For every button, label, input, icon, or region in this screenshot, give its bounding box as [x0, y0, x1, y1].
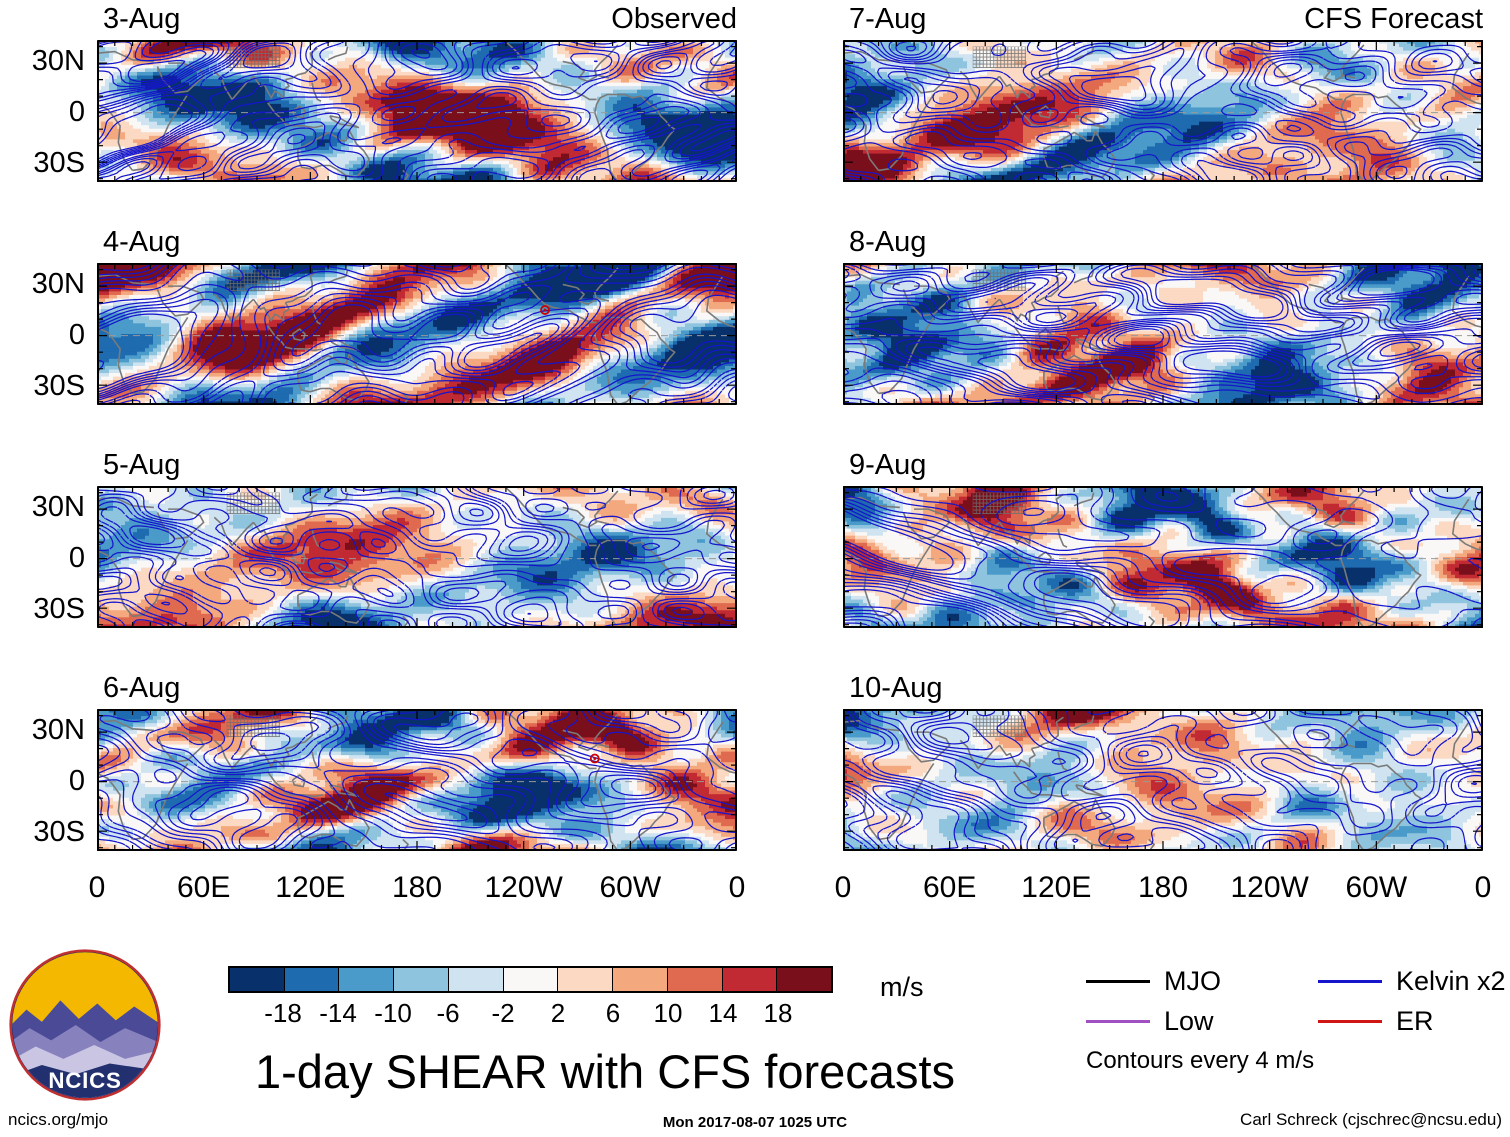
map-panel-5-aug — [97, 486, 737, 628]
contour-legend: MJO Kelvin x2 Low ER Contours every 4 m/s — [1086, 966, 1510, 1075]
legend-line-icon — [1318, 1019, 1382, 1024]
legend-line-icon — [1086, 979, 1150, 984]
map-panel-8-aug — [843, 263, 1483, 405]
legend-entry-mjo: MJO — [1086, 966, 1318, 997]
y-axis-label-0: 0 — [68, 541, 85, 574]
legend-contour-note: Contours every 4 m/s — [1086, 1047, 1315, 1074]
x-axis-label-1-5: 60W — [1345, 871, 1408, 904]
x-axis-label-0-5: 60W — [599, 871, 662, 904]
legend-label: Low — [1164, 1006, 1214, 1036]
x-axis-label-1-3: 180 — [1137, 871, 1189, 904]
ncics-logo: NCICS — [9, 949, 161, 1101]
x-axis-label-0-6: 0 — [728, 871, 746, 904]
x-axis-label-1-4: 120W — [1230, 871, 1309, 904]
legend-entry-low: Low — [1086, 1006, 1318, 1037]
colorbar-tick--14: -14 — [319, 998, 357, 1028]
y-axis-label-30s: 30S — [33, 592, 85, 625]
figure-title: 1-day SHEAR with CFS forecasts — [255, 1045, 955, 1098]
x-axis-label-0-4: 120W — [484, 871, 563, 904]
panel-date-10-aug: 10-Aug — [849, 672, 943, 704]
colorbar — [228, 966, 833, 993]
map-panel-10-aug — [843, 709, 1483, 851]
observed-header: Observed — [611, 3, 737, 35]
y-axis-label-30n: 30N — [31, 44, 85, 77]
panel-date-8-aug: 8-Aug — [849, 226, 927, 258]
legend-label: Kelvin x2 — [1396, 966, 1506, 996]
panel-date-4-aug: 4-Aug — [103, 226, 181, 258]
panel-date-7-aug: 7-Aug — [849, 3, 927, 35]
colorbar-segment-3 — [394, 968, 449, 991]
colorbar-segment-1 — [284, 968, 340, 991]
map-panel-4-aug — [97, 263, 737, 405]
footer-url: ncics.org/mjo — [8, 1110, 109, 1129]
y-axis-label-30n: 30N — [31, 490, 85, 523]
colorbar-tick-2: 2 — [550, 998, 566, 1028]
y-axis-label-30s: 30S — [33, 815, 85, 848]
map-panel-9-aug — [843, 486, 1483, 628]
map-panel-6-aug — [97, 709, 737, 851]
y-axis-label-0: 0 — [68, 318, 85, 351]
logo-text: NCICS — [48, 1068, 121, 1093]
legend-entries: MJO Kelvin x2 Low ER — [1086, 966, 1510, 1037]
cfs-forecast-header: CFS Forecast — [1304, 3, 1483, 35]
x-axis-label-1-6: 0 — [1474, 871, 1492, 904]
colorbar-tick--18: -18 — [264, 998, 302, 1028]
colorbar-segment-8 — [667, 968, 723, 991]
legend-label: MJO — [1164, 966, 1221, 996]
colorbar-segment-2 — [339, 968, 395, 991]
footer-author: Carl Schreck (cjschrec@ncsu.edu) — [1240, 1110, 1502, 1129]
y-axis-label-30n: 30N — [31, 267, 85, 300]
y-axis-label-0: 0 — [68, 95, 85, 128]
legend-entry-kelvin-x2: Kelvin x2 — [1318, 966, 1510, 997]
colorbar-segment-9 — [722, 968, 778, 991]
panel-date-6-aug: 6-Aug — [103, 672, 181, 704]
x-axis-label-0-0: 0 — [88, 871, 106, 904]
colorbar-segment-4 — [448, 968, 504, 991]
colorbar-tick-14: 14 — [708, 998, 738, 1028]
x-axis-label-0-2: 120E — [275, 871, 346, 904]
colorbar-tick-6: 6 — [605, 998, 621, 1028]
colorbar-segment-0 — [230, 968, 285, 991]
colorbar-tick-labels: -18 -14 -10 -6 -2 2 6 10 14 18 — [228, 998, 833, 1028]
colorbar-tick-10: 10 — [653, 998, 683, 1028]
x-axis-label-1-1: 60E — [922, 871, 977, 904]
map-panel-7-aug — [843, 40, 1483, 182]
colorbar-tick--10: -10 — [374, 998, 412, 1028]
legend-line-icon — [1086, 1019, 1150, 1024]
y-axis-label-0: 0 — [68, 764, 85, 797]
x-axis-label-1-2: 120E — [1021, 871, 1092, 904]
panel-date-9-aug: 9-Aug — [849, 449, 927, 481]
colorbar-segment-7 — [613, 968, 668, 991]
colorbar-units-label: m/s — [880, 972, 924, 1002]
x-axis-label-1-0: 0 — [834, 871, 852, 904]
colorbar-segment-6 — [558, 968, 614, 991]
x-axis-label-0-1: 60E — [176, 871, 231, 904]
colorbar-tick--6: -6 — [436, 998, 460, 1028]
y-axis-label-30s: 30S — [33, 146, 85, 179]
colorbar-tick-18: 18 — [763, 998, 793, 1028]
colorbar-segment-10 — [777, 968, 832, 991]
legend-label: ER — [1396, 1006, 1434, 1036]
footer-timestamp: Mon 2017-08-07 1025 UTC — [662, 1114, 848, 1131]
colorbar-segment-5 — [503, 968, 559, 991]
x-axis-label-0-3: 180 — [391, 871, 443, 904]
panel-date-3-aug: 3-Aug — [103, 3, 181, 35]
legend-entry-er: ER — [1318, 1006, 1510, 1037]
y-axis-label-30s: 30S — [33, 369, 85, 402]
panel-date-5-aug: 5-Aug — [103, 449, 181, 481]
legend-line-icon — [1318, 979, 1382, 984]
colorbar-tick--2: -2 — [491, 998, 515, 1028]
y-axis-label-30n: 30N — [31, 713, 85, 746]
map-panel-3-aug — [97, 40, 737, 182]
